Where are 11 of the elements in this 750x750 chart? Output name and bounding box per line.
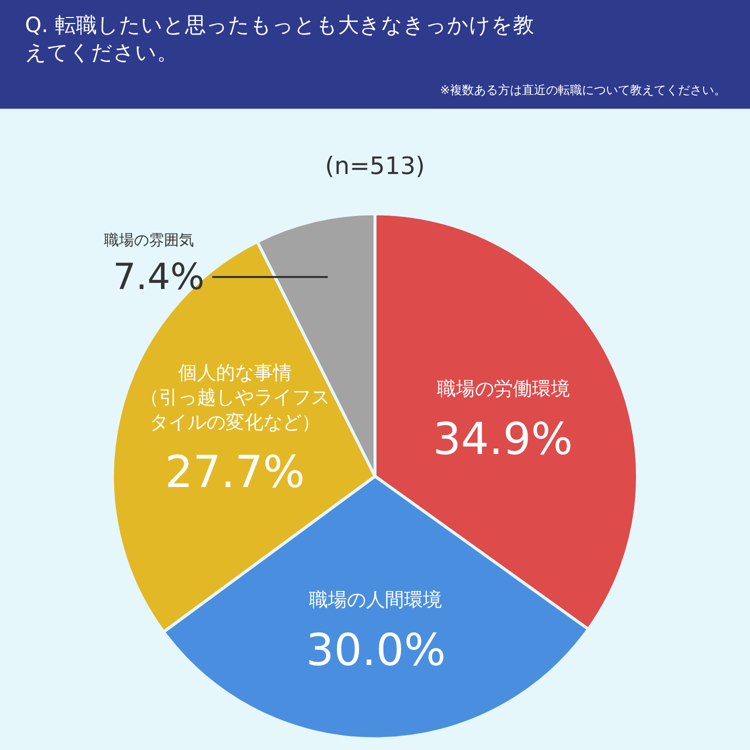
text: (n=513) bbox=[325, 152, 425, 180]
data-label: 27.7% bbox=[165, 447, 305, 498]
slice-label: 職場の労働環境 bbox=[437, 378, 570, 400]
slice-label: 職場の人間環境 bbox=[309, 589, 442, 611]
chart-title: Q. 転職したいと思ったもっとも大きなきっかけを教えてください。 bbox=[25, 13, 534, 64]
chart-subtitle: ※複数ある方は直近の転職について教えてください。 bbox=[440, 83, 726, 97]
slice-label: 個人的な事情（引っ越しやライフスタイルの変化など） bbox=[140, 362, 330, 434]
slice-label: 職場の雰囲気 bbox=[104, 231, 194, 249]
data-label: 30.0% bbox=[306, 625, 446, 676]
data-label: 7.4% bbox=[113, 257, 204, 298]
data-label: 34.9% bbox=[433, 414, 573, 465]
